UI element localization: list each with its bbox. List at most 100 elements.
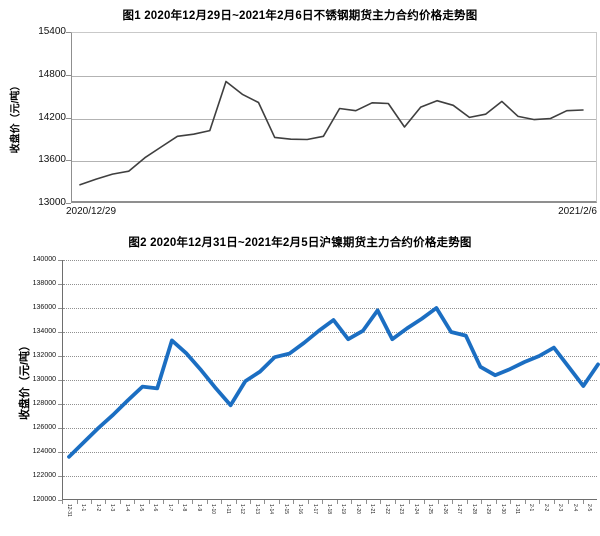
y-tick-label: 14200: [38, 111, 66, 123]
x-tick-mark: [105, 500, 107, 504]
x-tick-label: 1-19: [340, 504, 347, 515]
y-tick-mark: [66, 117, 71, 119]
x-tick-mark: [307, 500, 309, 504]
y-tick-label: 122000: [32, 472, 56, 479]
x-tick-mark: [380, 500, 382, 504]
x-tick-label: 1-23: [398, 504, 405, 515]
y-tick-label: 126000: [32, 424, 56, 431]
y-tick-label: 132000: [32, 352, 56, 359]
x-tick-label: 1-7: [166, 504, 173, 512]
x-tick-mark: [250, 500, 251, 504]
x-tick-label: 1-26: [441, 504, 448, 515]
x-tick-mark: [177, 500, 179, 504]
y-tick-mark: [58, 500, 62, 501]
x-tick-mark: [539, 500, 541, 504]
x-tick-label: 1-15: [282, 504, 289, 515]
x-tick-label: 2-1: [528, 504, 535, 512]
y-tick-label: 13600: [38, 154, 66, 166]
gridline: [63, 428, 597, 429]
x-tick-label: 1-27: [456, 504, 463, 515]
y-tick-label: 13000: [38, 197, 66, 208]
y-tick-mark: [58, 260, 62, 261]
y-tick-mark: [58, 284, 62, 285]
gridline: [63, 308, 597, 309]
gridline: [63, 380, 597, 381]
x-tick-mark: [163, 500, 165, 504]
x-tick-mark: [481, 500, 483, 504]
x-tick-mark: [495, 500, 497, 504]
x-tick-mark: [336, 500, 338, 504]
gridline: [72, 75, 596, 77]
x-tick-label: 1-6: [152, 504, 159, 512]
x-tick-mark: [524, 500, 526, 504]
chart1-plot-area: [71, 32, 597, 203]
x-tick-label: 1-2: [94, 504, 101, 512]
y-tick-label: 120000: [32, 496, 56, 503]
x-tick-mark: [452, 500, 454, 504]
x-tick-mark: [293, 500, 295, 504]
x-tick-label: 1-17: [311, 504, 318, 515]
y-tick-mark: [58, 332, 62, 333]
x-tick-label: 1-24: [412, 504, 419, 515]
x-tick-mark: [134, 500, 136, 504]
y-tick-label: 130000: [32, 376, 56, 383]
gridline: [72, 161, 596, 163]
x-tick-label: 1-10: [210, 504, 217, 515]
y-tick-label: 124000: [32, 448, 56, 455]
y-tick-label: 15400: [38, 26, 66, 37]
gridline: [63, 260, 597, 261]
gridline: [63, 452, 597, 453]
x-tick-mark: [582, 500, 584, 504]
y-tick-mark: [58, 380, 62, 381]
x-tick-mark: [322, 500, 324, 504]
x-tick-label: 2-2: [542, 504, 549, 512]
x-tick-label: 1-8: [181, 504, 188, 512]
x-tick-mark: [409, 500, 410, 504]
x-tick-label: 1-18: [326, 504, 332, 515]
y-tick-mark: [58, 452, 62, 453]
x-tick-label: 12-31: [65, 504, 72, 517]
y-tick-label: 128000: [32, 400, 56, 407]
y-tick-mark: [66, 160, 71, 162]
chart2-title: 图2 2020年12月31日~2021年2月5日沪镍期货主力合约价格走势图: [128, 237, 472, 249]
y-tick-mark: [58, 428, 62, 429]
x-tick-mark: [206, 500, 208, 504]
x-tick-mark: [423, 500, 425, 504]
price-polyline: [67, 306, 600, 459]
x-tick-label: 1-12: [239, 504, 246, 515]
x-tick-mark: [264, 500, 266, 504]
y-tick-label: 134000: [32, 328, 56, 335]
x-tick-label: 1-29: [485, 504, 492, 515]
x-tick-mark: [90, 500, 92, 504]
x-tick-label: 1-21: [369, 504, 376, 515]
y-tick-mark: [58, 356, 62, 357]
gridline: [63, 356, 597, 357]
x-tick-mark: [394, 500, 396, 504]
x-tick-label: 1-22: [383, 504, 390, 515]
y-tick-label: 140000: [32, 256, 56, 263]
gridline: [63, 476, 597, 477]
x-tick-label: 1-11: [224, 504, 231, 514]
x-tick-mark: [119, 500, 121, 504]
x-tick-mark: [351, 500, 353, 504]
y-tick-label: 136000: [32, 304, 56, 311]
x-tick-label: 1-25: [427, 504, 434, 515]
x-tick-mark: [62, 500, 63, 504]
y-tick-mark: [58, 476, 62, 477]
x-tick-label: 1-3: [109, 504, 116, 512]
x-tick-mark: [235, 500, 237, 504]
x-tick-mark: [76, 500, 78, 504]
x-tick-label: 1-20: [354, 504, 361, 515]
chart1-x-axis-end-label: 2021/2/6: [558, 206, 597, 217]
x-tick-label: 1-1: [80, 504, 87, 512]
x-tick-label: 2-5: [586, 504, 593, 512]
x-tick-label: 1-14: [268, 504, 275, 515]
x-tick-label: 1-9: [195, 504, 202, 512]
y-tick-mark: [66, 32, 71, 33]
x-tick-mark: [278, 500, 280, 504]
x-tick-mark: [365, 500, 367, 504]
x-tick-label: 2-4: [571, 504, 578, 512]
price-polyline: [79, 80, 584, 186]
x-tick-label: 1-5: [138, 504, 145, 512]
